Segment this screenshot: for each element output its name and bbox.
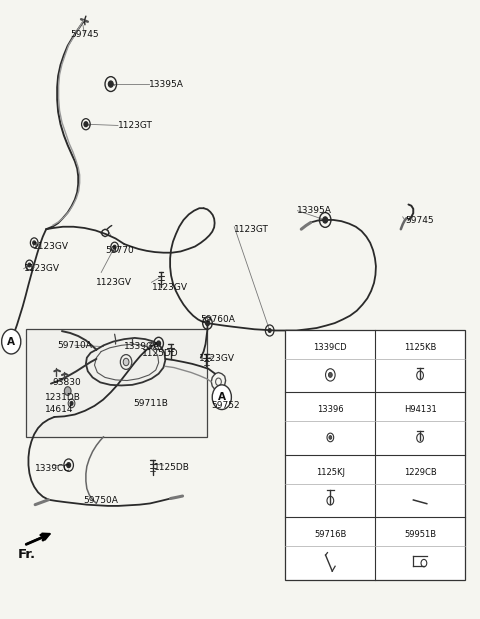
Text: 1339GA: 1339GA [124, 342, 160, 351]
Circle shape [205, 321, 209, 326]
Text: 1123GV: 1123GV [152, 283, 188, 292]
Circle shape [419, 436, 421, 439]
Circle shape [268, 329, 271, 332]
Text: 59716B: 59716B [314, 530, 347, 540]
Circle shape [33, 241, 36, 245]
Circle shape [108, 81, 113, 87]
Text: 1123GV: 1123GV [33, 242, 69, 251]
Text: 1123GT: 1123GT [234, 225, 269, 234]
Bar [25, 329, 207, 437]
Text: 59760A: 59760A [201, 315, 236, 324]
Bar [286, 330, 465, 580]
Text: 59710A: 59710A [57, 341, 92, 350]
Circle shape [419, 373, 421, 377]
Text: 59770: 59770 [105, 246, 134, 254]
Text: 93830: 93830 [52, 378, 81, 387]
Text: 59750A: 59750A [83, 496, 118, 506]
Circle shape [67, 462, 71, 467]
Circle shape [329, 436, 332, 439]
Circle shape [157, 341, 160, 346]
Text: Fr.: Fr. [17, 548, 36, 561]
FancyArrowPatch shape [26, 535, 47, 544]
Text: 14614: 14614 [45, 405, 73, 414]
Text: 13395A: 13395A [298, 206, 332, 215]
Text: 1123GT: 1123GT [118, 121, 153, 130]
Circle shape [113, 245, 116, 249]
Text: 1125KJ: 1125KJ [316, 468, 345, 477]
Text: 1231DB: 1231DB [45, 392, 81, 402]
Text: 59752: 59752 [211, 400, 240, 410]
Text: 59745: 59745 [405, 216, 434, 225]
Circle shape [212, 385, 231, 410]
Text: 1125DB: 1125DB [154, 463, 190, 472]
Text: H94131: H94131 [404, 405, 436, 415]
Text: 1123GV: 1123GV [96, 279, 132, 287]
Circle shape [419, 500, 421, 504]
Text: 1125KB: 1125KB [404, 343, 436, 352]
Circle shape [28, 263, 31, 267]
Text: A: A [218, 392, 226, 402]
Circle shape [323, 217, 327, 223]
Circle shape [328, 373, 332, 378]
Text: 1123GV: 1123GV [24, 264, 60, 273]
Circle shape [1, 329, 21, 354]
Text: 59951B: 59951B [404, 530, 436, 540]
Text: 1125DD: 1125DD [142, 350, 179, 358]
Text: 1229CB: 1229CB [404, 468, 436, 477]
Text: 59711B: 59711B [134, 399, 168, 408]
Text: 13396: 13396 [317, 405, 344, 415]
Text: A: A [7, 337, 15, 347]
Text: 13395A: 13395A [149, 80, 184, 89]
Text: 1339CC: 1339CC [35, 464, 71, 474]
Text: 59745: 59745 [70, 30, 99, 39]
Circle shape [123, 358, 129, 366]
Text: 1339CD: 1339CD [313, 343, 347, 352]
Circle shape [84, 122, 88, 127]
Circle shape [120, 355, 132, 370]
Circle shape [329, 499, 332, 503]
Circle shape [64, 387, 71, 396]
Circle shape [70, 402, 73, 405]
Text: 1123GV: 1123GV [199, 355, 235, 363]
